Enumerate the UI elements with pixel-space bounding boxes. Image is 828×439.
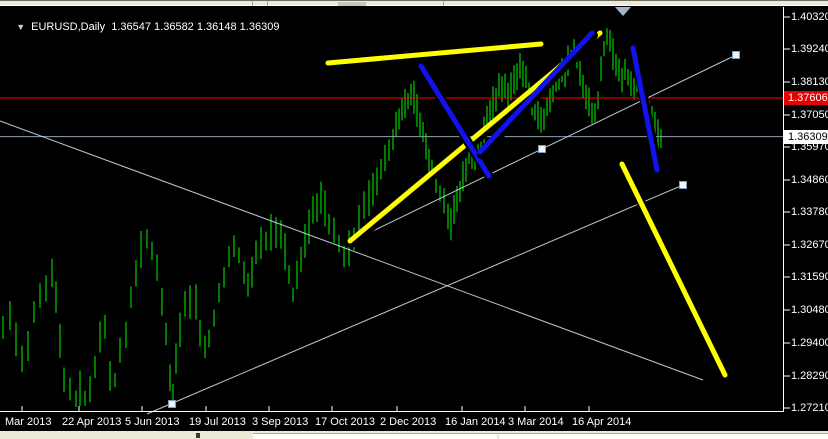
blue-rising-trendline[interactable] [477,30,598,159]
blue-falling-trendline[interactable] [418,63,495,183]
time-axis[interactable]: Mar 2013 22 Apr 2013 5 Jun 2013 19 Jul 2013… [0,414,783,431]
price-axis-label: 1.35970 [791,141,828,153]
price-axis-label: 1.39240 [791,43,828,55]
time-axis-label: 5 Jun 2013 [125,416,180,428]
price-axis-label: 1.34860 [791,174,828,186]
price-scale[interactable]: 1.40320 1.39240 1.38130 1.37050 1.35970 1.348… [784,6,828,414]
trendline-handle[interactable] [732,51,740,59]
bid-price-tag: 1.36309 [784,129,828,144]
symbol-dropdown-icon[interactable]: ▼ [16,22,26,32]
time-axis-label: 16 Apr 2014 [572,416,632,428]
time-axis-label: 3 Mar 2014 [508,416,564,428]
chrome-divider [267,1,268,7]
time-axis-label: 2 Dec 2013 [380,416,437,428]
red-hline-price-tag: 1.37606 [784,91,828,105]
time-axis-label: 19 Jul 2013 [189,416,246,428]
descending-channel-line[interactable] [0,120,704,381]
time-axis-label: 3 Sep 2013 [252,416,309,428]
chart-title: EURUSD,Daily 1.36547 1.36582 1.36148 1.3… [31,21,280,33]
horizontal-scrollbar[interactable] [253,433,828,439]
price-axis-label: 1.27210 [791,402,828,414]
price-bars [2,28,662,407]
chrome-segment [338,2,366,6]
trendline-handle[interactable] [679,181,687,189]
chrome-divider [252,1,253,7]
price-axis-label: 1.33780 [791,206,828,218]
chrome-divider [443,1,444,7]
ascending-channel-line-lower[interactable] [146,184,684,415]
price-axis-label: 1.38130 [791,76,828,88]
blue-steep-falling-trendline[interactable] [630,45,663,177]
price-axis-label: 1.32670 [791,239,828,251]
trendline-handle[interactable] [168,400,176,408]
price-axis-label: 1.31590 [791,271,828,283]
chart-title-bar: ▼ EURUSD,Daily 1.36547 1.36582 1.36148 1.… [4,9,279,45]
price-axis-label: 1.37050 [791,109,828,121]
splitter-notch [196,433,200,438]
time-axis-label: 17 Oct 2013 [315,416,375,428]
window-bottom-chrome [0,431,828,439]
price-axis-label: 1.30480 [791,304,828,316]
price-axis-label: 1.29400 [791,337,828,349]
time-axis-label: Mar 2013 [5,416,52,428]
time-axis-label: 22 Apr 2013 [62,416,122,428]
time-marker-icon[interactable] [615,7,631,16]
yellow-falling-trendline[interactable] [619,161,731,382]
window-top-chrome [0,0,828,7]
price-axis-label: 1.40320 [791,11,828,23]
yellow-upper-trendline[interactable] [325,41,547,70]
time-axis-label: 16 Jan 2014 [445,416,506,428]
trendline-handle[interactable] [538,145,546,153]
price-axis-label: 1.28290 [791,370,828,382]
scrollbar-divider [497,434,499,439]
